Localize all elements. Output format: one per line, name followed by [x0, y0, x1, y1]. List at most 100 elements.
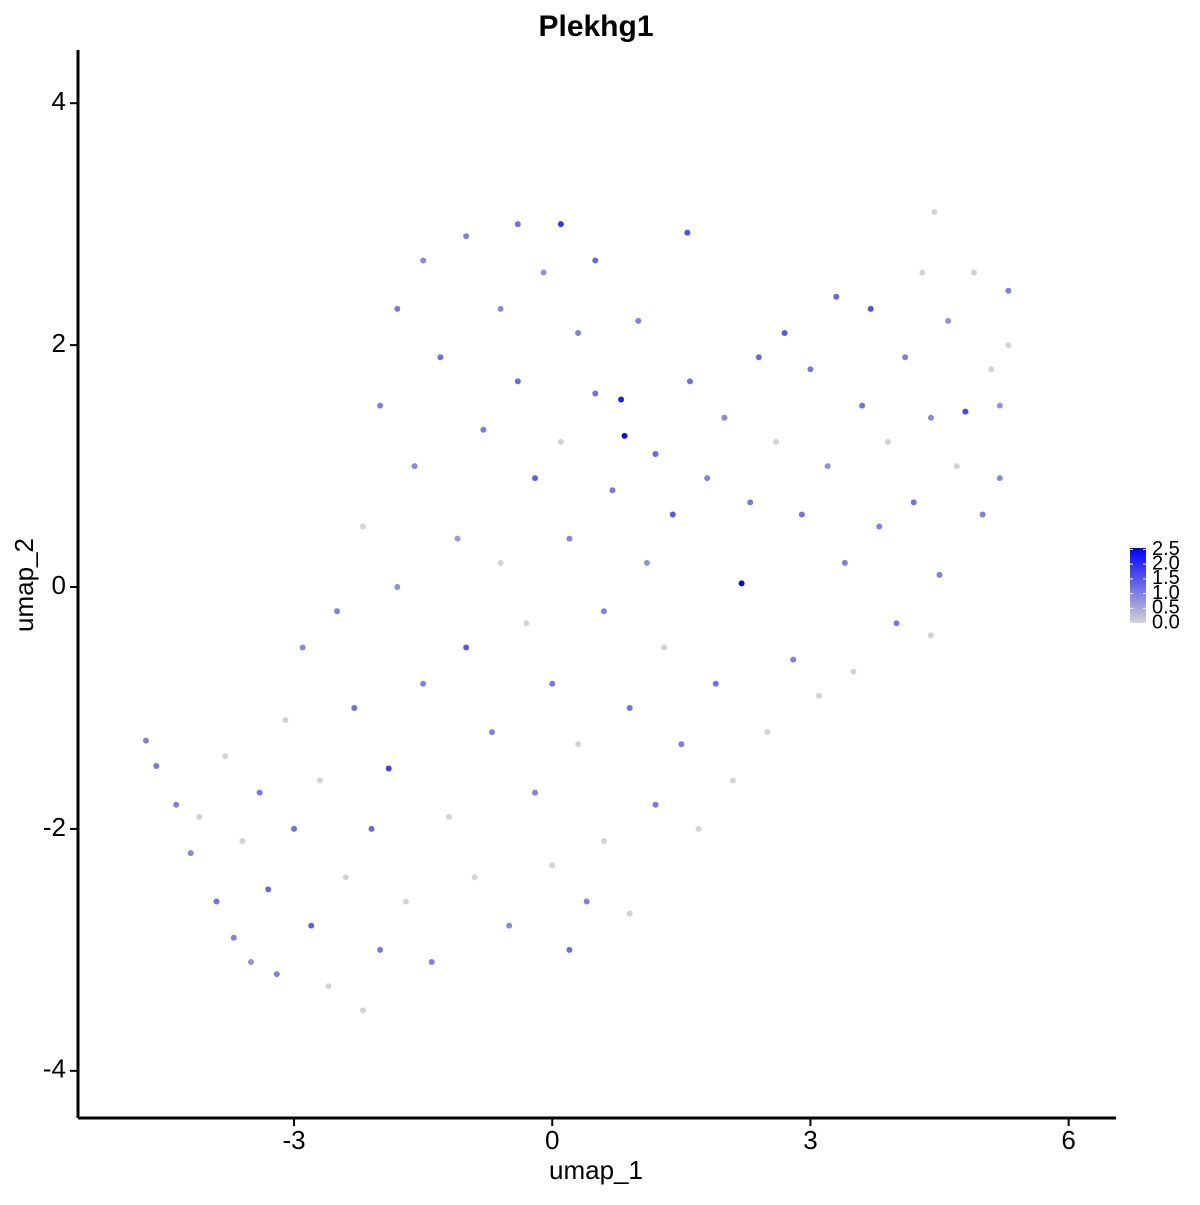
cell-point: [248, 958, 254, 965]
cell-point: [936, 571, 943, 578]
cell-point: [661, 644, 668, 651]
cell-point: [583, 898, 590, 905]
color-tick-label: 2.0: [1152, 552, 1180, 574]
cell-point: [282, 717, 289, 724]
cell-point: [600, 838, 607, 845]
cell-point: [265, 886, 272, 893]
cell-point: [299, 644, 306, 651]
cell-point: [239, 838, 246, 845]
cell-point: [996, 402, 1003, 409]
cell-point: [514, 378, 521, 385]
cell-point: [566, 535, 573, 542]
cell-point: [506, 922, 513, 929]
cell-point: [1005, 342, 1012, 349]
cell-point: [488, 729, 495, 736]
cell-point: [902, 354, 909, 361]
cell-point: [833, 293, 840, 300]
cell-point: [816, 692, 823, 699]
cell-point: [377, 402, 384, 409]
cell-point: [428, 958, 435, 965]
cell-point: [497, 305, 504, 312]
cell-point: [618, 396, 625, 403]
x-tick-label: 0: [545, 1125, 559, 1155]
cell-point: [325, 983, 332, 990]
cell-point: [334, 608, 341, 615]
cell-point: [342, 874, 349, 881]
cell-point: [919, 269, 926, 276]
x-tick-label: -3: [282, 1125, 305, 1155]
chart-title: Plekhg1: [538, 10, 653, 43]
cell-point: [394, 584, 401, 591]
cell-point: [988, 366, 995, 373]
cell-point: [557, 438, 564, 445]
cell-point: [996, 475, 1003, 482]
cell-point: [316, 777, 323, 784]
color-tick-label: 0.0: [1152, 611, 1180, 633]
cell-point: [600, 608, 607, 615]
color-tick-label: 1.5: [1152, 567, 1180, 589]
cell-point: [142, 737, 149, 744]
y-tick-label: 0: [52, 570, 66, 600]
cell-point: [712, 680, 719, 687]
cell-point: [626, 704, 633, 711]
color-tick-label: 2.5: [1152, 538, 1180, 560]
color-bar: [1130, 548, 1146, 623]
cell-point: [755, 354, 762, 361]
cell-point: [626, 910, 633, 917]
cell-point: [549, 862, 556, 869]
cell-point: [609, 487, 616, 494]
cell-point: [153, 763, 160, 770]
cell-point: [532, 789, 539, 796]
cell-point: [953, 463, 960, 470]
cell-point: [592, 390, 599, 397]
cell-point: [213, 898, 220, 905]
cell-point: [798, 511, 805, 518]
cell-point: [910, 499, 917, 506]
cell-point: [884, 438, 891, 445]
cell-point: [945, 317, 952, 324]
y-tick-label: 2: [52, 328, 66, 358]
y-tick-label: -4: [43, 1054, 66, 1084]
cell-point: [859, 402, 866, 409]
cell-point: [445, 813, 452, 820]
cell-point: [931, 209, 938, 216]
cell-point: [256, 789, 263, 796]
cell-point: [273, 971, 280, 978]
cell-point: [652, 450, 659, 457]
cell-point: [463, 233, 470, 240]
cell-point: [927, 414, 934, 421]
y-axis-label: umap_2: [9, 538, 39, 632]
cell-point: [635, 317, 642, 324]
cell-point: [721, 414, 728, 421]
cell-point: [575, 330, 582, 337]
cell-point: [678, 741, 685, 748]
cell-point: [359, 1007, 366, 1014]
cell-point: [523, 620, 530, 627]
cell-point: [532, 475, 539, 482]
cell-point: [420, 680, 427, 687]
cell-point: [540, 269, 547, 276]
color-tick-label: 1.0: [1152, 582, 1180, 604]
cell-point: [454, 535, 461, 542]
y-tick-label: -2: [43, 812, 66, 842]
x-tick-label: 3: [803, 1125, 817, 1155]
cell-point: [566, 946, 573, 953]
cell-point: [962, 408, 969, 415]
cell-point: [927, 632, 934, 639]
cell-point: [514, 221, 521, 228]
cell-point: [359, 523, 366, 530]
cell-point: [385, 765, 392, 772]
cell-point: [684, 229, 691, 236]
cell-point: [621, 432, 628, 439]
cell-point: [773, 438, 780, 445]
cell-point: [368, 825, 375, 832]
cell-point: [187, 850, 194, 857]
cell-point: [471, 874, 478, 881]
cell-point: [652, 801, 659, 808]
cell-point: [876, 523, 883, 530]
cell-point: [893, 620, 900, 627]
cell-point: [291, 825, 298, 832]
cell-point: [308, 922, 315, 929]
cell-point: [695, 825, 702, 832]
